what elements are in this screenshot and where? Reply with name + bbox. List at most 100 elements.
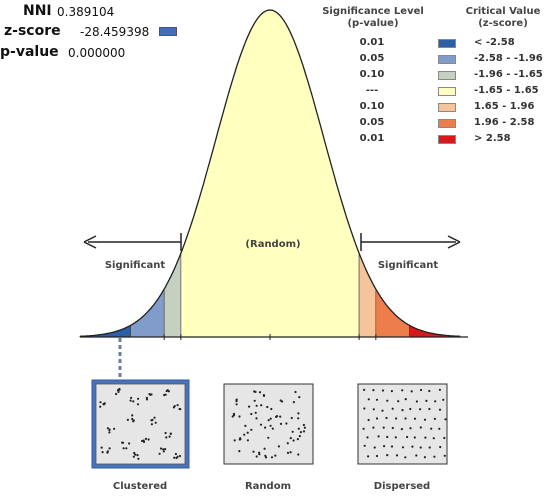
point: [142, 439, 145, 442]
point: [366, 436, 369, 439]
legend-row: 0.10 1.65 - 1.96: [0, 101, 550, 115]
point: [267, 436, 270, 439]
point: [153, 416, 156, 419]
point: [254, 390, 257, 393]
point: [162, 450, 165, 453]
z-score-value: -28.459398: [80, 25, 150, 39]
point: [117, 390, 120, 393]
pattern-random-box[interactable]: [223, 383, 314, 465]
legend-z-range: 1.65 - 1.96: [474, 101, 535, 112]
point: [106, 451, 109, 454]
point: [442, 398, 445, 401]
result-stats: NNI 0.389104 z-score -28.459398 p-value …: [0, 0, 250, 70]
point: [428, 446, 431, 449]
point: [397, 400, 400, 403]
point: [375, 454, 379, 458]
point: [250, 412, 253, 416]
dispersed-points: [362, 388, 447, 459]
point: [294, 390, 297, 394]
point: [235, 398, 238, 401]
point: [271, 427, 274, 430]
point: [279, 415, 282, 418]
point: [395, 417, 398, 420]
point: [108, 428, 111, 431]
point: [297, 412, 300, 415]
point: [281, 400, 284, 403]
point: [419, 426, 422, 429]
point: [164, 448, 167, 451]
nni-label: NNI: [23, 3, 52, 19]
curve-region: [163, 253, 182, 338]
p-value-value: 0.000000: [68, 46, 126, 60]
random-label: (Random): [245, 239, 300, 250]
point: [258, 451, 261, 454]
point: [298, 435, 301, 438]
point: [303, 426, 306, 429]
point: [444, 418, 447, 421]
point: [164, 431, 167, 435]
point: [390, 445, 394, 448]
point: [382, 426, 385, 429]
point: [395, 454, 399, 457]
point: [290, 416, 293, 420]
point: [391, 426, 394, 430]
point: [126, 418, 129, 421]
z-score-label: z-score: [4, 23, 61, 39]
point: [168, 435, 171, 438]
point: [443, 436, 446, 440]
point: [391, 407, 394, 410]
point: [101, 451, 104, 454]
pattern-dispersed-box[interactable]: [357, 383, 448, 465]
point: [439, 445, 442, 449]
point: [169, 432, 172, 435]
point: [136, 403, 140, 406]
legend-significance-title-line1: Significance Level: [322, 6, 424, 17]
point: [409, 407, 412, 411]
legend-z-range: -1.96 - -1.65: [474, 69, 543, 80]
point: [297, 453, 300, 456]
point: [302, 423, 305, 427]
point: [373, 446, 376, 449]
point: [165, 436, 168, 439]
point: [128, 442, 131, 445]
point: [289, 437, 292, 440]
point: [255, 455, 258, 458]
point: [419, 446, 422, 449]
point: [238, 415, 241, 418]
point: [375, 398, 379, 401]
curve-region: [358, 253, 377, 338]
legend-critical-title-line1: Critical Value: [465, 6, 541, 17]
point: [264, 456, 268, 459]
point: [132, 455, 135, 458]
point: [238, 450, 241, 453]
point: [428, 407, 431, 411]
legend-p-value: 0.01: [359, 37, 385, 48]
point: [243, 433, 246, 436]
curve-outline: [79, 9, 461, 337]
z-score-color-marker: [159, 27, 177, 36]
legend-z-range: < -2.58: [474, 37, 515, 48]
axis-ticks: [163, 334, 377, 340]
point: [137, 457, 140, 460]
legend-swatch: [438, 135, 456, 144]
point: [270, 456, 274, 459]
pattern-random-label: Random: [245, 481, 291, 492]
point: [248, 405, 251, 408]
point: [103, 402, 106, 405]
point: [232, 412, 235, 415]
point: [372, 408, 375, 411]
point: [289, 451, 292, 454]
point: [423, 456, 426, 459]
point: [239, 437, 242, 440]
point: [409, 427, 412, 430]
point: [296, 438, 299, 441]
point: [428, 389, 431, 393]
point: [100, 446, 103, 449]
point: [147, 438, 150, 441]
point: [367, 398, 370, 401]
point: [372, 389, 375, 392]
point: [275, 415, 279, 418]
point: [150, 423, 153, 426]
pattern-clustered-box[interactable]: [95, 383, 186, 465]
